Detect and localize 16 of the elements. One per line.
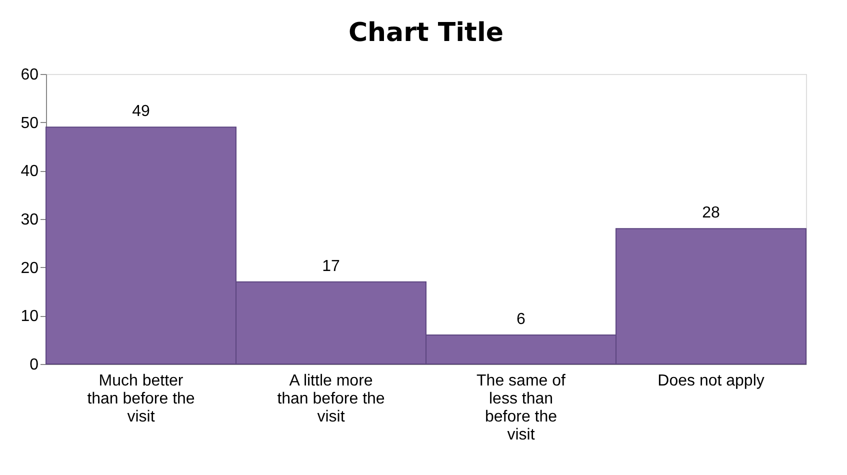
data-label: 6 — [516, 311, 526, 328]
y-tick-label: 30 — [20, 212, 39, 228]
x-tick-label: The same of less than before the visit — [476, 372, 566, 444]
y-tick-label: 20 — [20, 260, 39, 277]
y-tick-label: 60 — [20, 66, 39, 84]
y-tick-label: 10 — [20, 308, 39, 326]
data-label: 28 — [702, 204, 720, 222]
x-tick-label: A little more than before the visit — [277, 372, 385, 426]
data-label: 49 — [132, 103, 150, 120]
chart-title: Chart Title — [348, 18, 504, 48]
data-label: 17 — [322, 258, 340, 275]
y-tick-label: 0 — [30, 356, 39, 374]
y-tick-label: 40 — [20, 163, 39, 180]
x-tick-label: Much better than before the visit — [87, 372, 195, 426]
x-tick-label: Does not apply — [658, 372, 764, 390]
y-tick-label: 50 — [20, 114, 39, 132]
